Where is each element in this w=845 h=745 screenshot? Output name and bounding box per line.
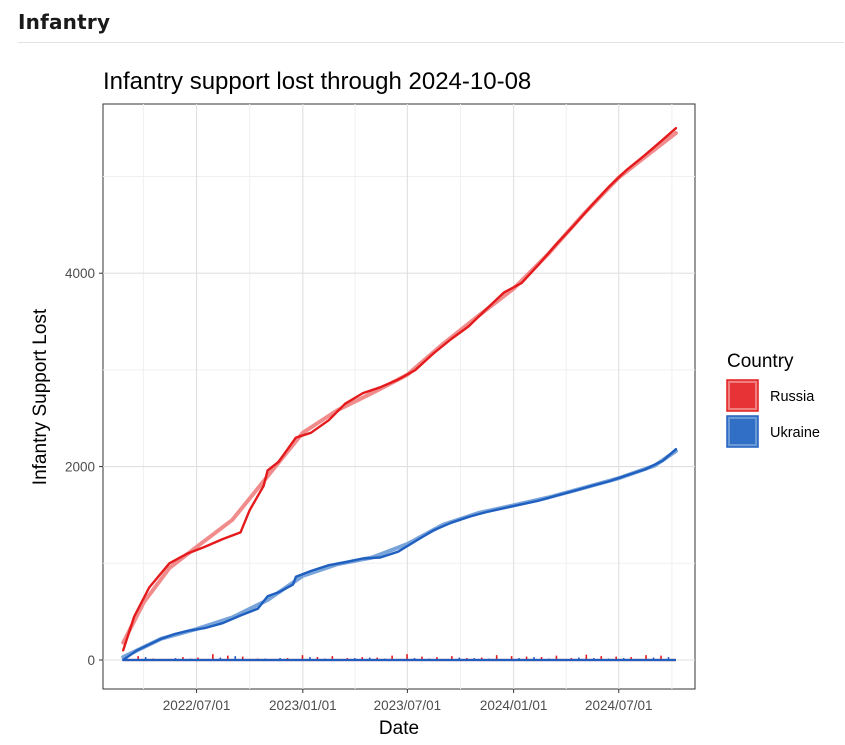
legend-label-russia: Russia <box>770 389 815 405</box>
x-tick-label: 2024/07/01 <box>585 698 653 713</box>
y-axis: 0 2000 4000 <box>65 266 103 668</box>
ukraine-daily-losses <box>123 656 676 662</box>
x-axis: 2022/07/01 2023/01/01 2023/07/01 2024/01/01… <box>163 689 653 713</box>
series-layer <box>121 126 678 662</box>
x-tick-label: 2024/01/01 <box>480 698 548 713</box>
x-tick-label: 2023/01/01 <box>269 698 337 713</box>
y-tick-label: 2000 <box>65 460 95 475</box>
heading-divider <box>18 42 844 43</box>
legend-swatch-ukraine <box>730 419 755 444</box>
x-axis-title: Date <box>379 718 419 739</box>
x-tick-label: 2022/07/01 <box>163 698 231 713</box>
legend-title: Country <box>727 351 794 372</box>
section-heading: Infantry <box>18 10 111 34</box>
ukraine-cumulative-line <box>122 448 678 662</box>
y-tick-label: 4000 <box>65 266 95 281</box>
y-tick-label: 0 <box>87 653 95 668</box>
legend: Country Russia Ukraine <box>726 351 820 448</box>
y-axis-title: Infantry Support Lost <box>30 308 51 485</box>
x-tick-label: 2023/07/01 <box>374 698 442 713</box>
plot-panel <box>102 103 696 690</box>
chart-title: Infantry support lost through 2024-10-08 <box>103 68 531 95</box>
russia-cumulative-line <box>122 126 678 652</box>
legend-label-ukraine: Ukraine <box>770 425 820 441</box>
legend-swatch-russia <box>730 383 755 408</box>
